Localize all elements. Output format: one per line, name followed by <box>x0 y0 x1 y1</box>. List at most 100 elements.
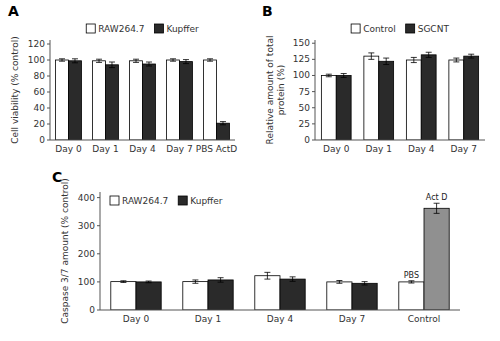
y-tick-label: 20 <box>34 119 46 129</box>
y-tick-label: 75 <box>299 87 310 97</box>
legend-label: RAW264.7 <box>122 196 168 206</box>
y-tick-label: 40 <box>34 103 46 113</box>
plot-area <box>321 52 478 140</box>
y-axis <box>315 40 316 140</box>
panel: A020406080100120Cell viability (% contro… <box>8 3 237 154</box>
legend-swatch <box>154 24 163 33</box>
legend-label: SGCNT <box>418 24 450 34</box>
annotation: Act D <box>426 193 448 202</box>
error-bar <box>59 59 65 61</box>
y-tick-label: 300 <box>78 221 95 231</box>
error-bar <box>411 57 417 62</box>
bar <box>111 282 136 310</box>
x-tick-label: Day 1 <box>366 144 392 154</box>
annotation: PBS <box>404 271 419 280</box>
bar <box>280 279 305 310</box>
y-tick-label: 125 <box>293 54 310 64</box>
bar <box>69 61 82 140</box>
error-bar <box>434 203 440 213</box>
x-tick-label: Day 4 <box>267 314 294 324</box>
y-tick-label: 0 <box>89 305 95 315</box>
legend-swatch <box>351 24 360 33</box>
bar <box>136 282 161 310</box>
legend-label: RAW264.7 <box>98 24 144 34</box>
y-axis-label-line: protein (%) <box>276 65 286 115</box>
y-axis-label-line: Relative amount of total <box>265 36 275 145</box>
error-bar <box>170 59 176 61</box>
x-tick-label: Day 1 <box>92 144 118 154</box>
error-bar <box>133 59 139 62</box>
panel: C0100200300400Caspase 3/7 amount (% cont… <box>52 169 460 324</box>
legend: RAW264.7 Kupffer <box>110 196 223 206</box>
x-tick-label: Control <box>408 314 441 324</box>
bar <box>336 75 351 140</box>
legend-label: Kupffer <box>166 24 199 34</box>
error-bar <box>368 53 374 59</box>
y-axis-label: Caspase 3/7 amount (% control) <box>60 178 70 323</box>
y-tick-label: 150 <box>293 38 310 48</box>
x-tick-label: Day 7 <box>339 314 365 324</box>
bar <box>106 65 119 140</box>
y-tick-label: 100 <box>78 277 95 287</box>
bar <box>180 62 193 140</box>
bar <box>327 282 352 310</box>
x-tick-label: Day 0 <box>123 314 150 324</box>
error-bar <box>408 281 414 283</box>
legend: RAW264.7 Kupffer <box>86 24 199 34</box>
legend-item: Kupffer <box>178 196 223 206</box>
legend-swatch <box>86 24 95 33</box>
error-bar <box>96 59 102 62</box>
panel: B 0 25 50 75 100 125 150 Relative amount of tota… <box>262 3 485 154</box>
bar <box>255 276 280 310</box>
x-tick-label: Day 7 <box>166 144 192 154</box>
bar <box>406 60 421 140</box>
y-tick-label: 0 <box>39 135 45 145</box>
error-bar <box>264 272 270 279</box>
bar <box>464 56 479 140</box>
bar <box>449 60 464 140</box>
legend-label: Kupffer <box>190 196 223 206</box>
bar <box>217 123 230 140</box>
bar <box>421 55 436 140</box>
y-axis-label-line: Cell viability (% control) <box>10 36 20 144</box>
error-bar <box>383 58 389 64</box>
bar <box>143 64 156 140</box>
legend-item: RAW264.7 <box>110 196 168 206</box>
error-bar <box>468 54 474 58</box>
legend-swatch <box>110 196 119 205</box>
error-bar <box>72 59 78 63</box>
chart: A020406080100120Cell viability (% contro… <box>0 0 500 341</box>
error-bar <box>426 52 432 57</box>
x-tick-label: Day 7 <box>451 144 477 154</box>
y-tick-label: 0 <box>304 135 310 145</box>
legend-item: Kupffer <box>154 24 199 34</box>
error-bar <box>109 62 115 68</box>
y-tick-label: 400 <box>78 193 95 203</box>
y-tick-label: 50 <box>299 103 311 113</box>
y-tick-label: 60 <box>34 87 46 97</box>
bar <box>379 61 394 140</box>
error-bar <box>192 280 198 283</box>
y-tick-label: 25 <box>299 119 310 129</box>
panel-title: B <box>262 3 273 19</box>
bar <box>183 282 208 310</box>
y-tick-label: 100 <box>28 55 45 65</box>
legend-swatch <box>406 24 415 33</box>
x-tick-label: Day 1 <box>195 314 221 324</box>
error-bar <box>326 74 332 77</box>
bar <box>321 75 336 140</box>
y-tick-label: 100 <box>293 70 310 80</box>
y-axis <box>50 40 51 140</box>
x-axis <box>315 140 485 141</box>
plot-area <box>56 59 230 140</box>
bar <box>130 61 143 140</box>
error-bar <box>146 281 152 283</box>
error-bar <box>290 277 296 281</box>
error-bar <box>362 282 368 285</box>
y-axis-label: Relative amount of totalprotein (%) <box>265 36 286 145</box>
error-bar <box>341 74 347 78</box>
error-bar <box>336 281 342 284</box>
bar <box>167 60 180 140</box>
error-bar <box>220 122 226 125</box>
x-axis <box>50 140 235 141</box>
